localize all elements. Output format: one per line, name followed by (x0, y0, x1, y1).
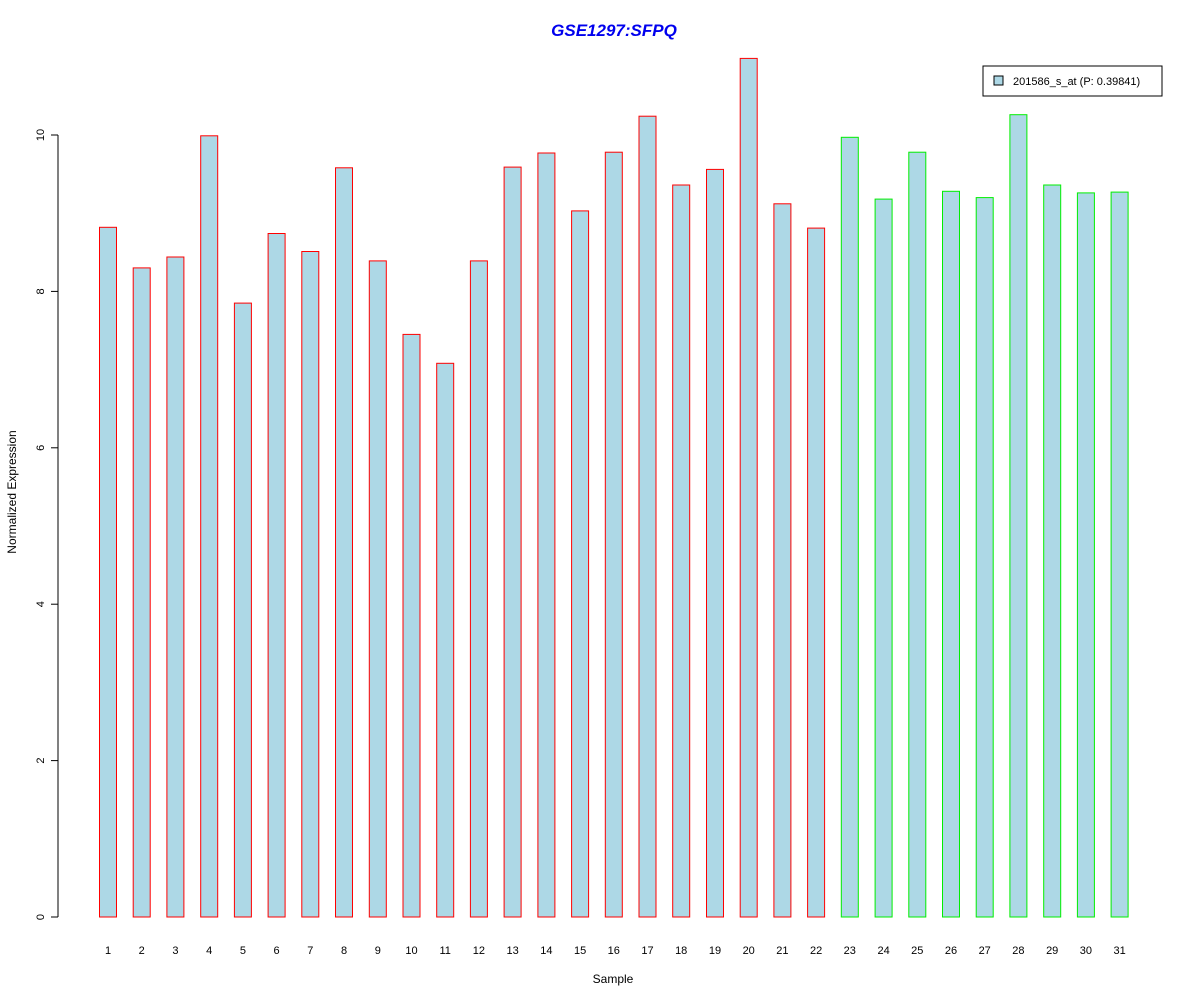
x-tick-label: 11 (439, 945, 450, 957)
x-tick-label: 14 (540, 945, 552, 957)
bar-sample-23 (840, 136, 859, 918)
x-tick-label: 28 (1012, 945, 1024, 957)
bar-sample-19 (706, 168, 724, 918)
bar-sample-6 (267, 233, 286, 918)
bar-sample-8 (335, 167, 353, 918)
legend-box (982, 65, 1163, 97)
x-tick-label: 26 (945, 945, 957, 957)
chart-title: GSE1297:SFPQ (551, 21, 677, 40)
bar-sample-25 (908, 151, 927, 918)
x-tick-label: 4 (206, 945, 212, 957)
bar-sample-10 (402, 333, 421, 918)
x-tick-label: 19 (709, 945, 721, 957)
bar-sample-30 (1076, 192, 1095, 918)
y-tick-label: 2 (35, 758, 47, 764)
x-tick-label: 27 (979, 945, 991, 957)
bar-sample-5 (233, 302, 252, 918)
bar-sample-17 (638, 115, 657, 918)
bar-sample-12 (469, 260, 488, 918)
x-tick-label: 29 (1046, 945, 1058, 957)
bar-sample-29 (1043, 184, 1062, 918)
x-tick-label: 16 (608, 945, 620, 957)
bar-sample-20 (739, 57, 758, 918)
x-tick-label: 24 (877, 945, 889, 957)
bar-sample-13 (503, 166, 522, 918)
legend-label: 201586_s_at (P: 0.39841) (1013, 76, 1140, 88)
bar-sample-15 (571, 210, 590, 918)
x-tick-label: 1 (105, 945, 111, 957)
bar-sample-26 (942, 190, 960, 918)
bar-sample-31 (1110, 191, 1129, 918)
x-tick-label: 21 (776, 945, 788, 957)
x-tick-label: 13 (506, 945, 518, 957)
bar-sample-18 (672, 184, 691, 918)
bar-sample-22 (807, 227, 826, 918)
y-tick-label: 0 (35, 914, 47, 920)
y-axis-label: Normalized Expression (5, 430, 19, 553)
legend-swatch (993, 75, 1004, 86)
y-axis: 0 2 4 6 8 10 (35, 129, 59, 920)
bar-sample-16 (604, 151, 623, 918)
x-axis-label: Sample (593, 972, 634, 986)
y-tick-label: 10 (35, 129, 47, 141)
x-tick-label: 15 (574, 945, 586, 957)
bar-sample-24 (874, 198, 893, 918)
x-tick-label: 18 (675, 945, 687, 957)
x-tick-label: 5 (240, 945, 246, 957)
y-tick-label: 4 (35, 601, 47, 607)
x-tick-label: 30 (1080, 945, 1092, 957)
bar-sample-28 (1009, 114, 1028, 918)
bar-sample-4 (200, 135, 219, 918)
x-tick-label: 23 (844, 945, 856, 957)
x-tick-label: 9 (375, 945, 381, 957)
bar-sample-2 (132, 267, 151, 918)
x-tick-label: 7 (307, 945, 313, 957)
y-tick-label: 8 (35, 288, 47, 294)
x-tick-label: 2 (139, 945, 145, 957)
x-tick-label: 10 (405, 945, 417, 957)
bars (99, 57, 1129, 918)
x-tick-label: 6 (274, 945, 280, 957)
bar-sample-11 (436, 362, 455, 918)
bar-sample-27 (975, 197, 994, 918)
x-tick-label: 20 (743, 945, 755, 957)
x-tick-label: 17 (641, 945, 653, 957)
bar-sample-7 (301, 251, 320, 918)
x-tick-label: 31 (1113, 945, 1125, 957)
bar-sample-14 (537, 152, 556, 918)
x-tick-labels: 1 2 3 4 5 6 7 8 9 10 11 12 13 14 15 16 17 18 19 20 21 22 23 24 2… (105, 945, 1126, 957)
bar-sample-1 (99, 226, 117, 918)
bar-sample-21 (773, 203, 792, 918)
bar-sample-3 (166, 256, 185, 918)
x-tick-label: 25 (911, 945, 923, 957)
x-tick-label: 22 (810, 945, 822, 957)
x-tick-label: 3 (172, 945, 178, 957)
x-tick-label: 8 (341, 945, 347, 957)
legend: 201586_s_at (P: 0.39841) (982, 65, 1163, 97)
bar-sample-9 (368, 260, 387, 918)
y-tick-label: 6 (35, 445, 47, 451)
x-tick-label: 12 (473, 945, 485, 957)
